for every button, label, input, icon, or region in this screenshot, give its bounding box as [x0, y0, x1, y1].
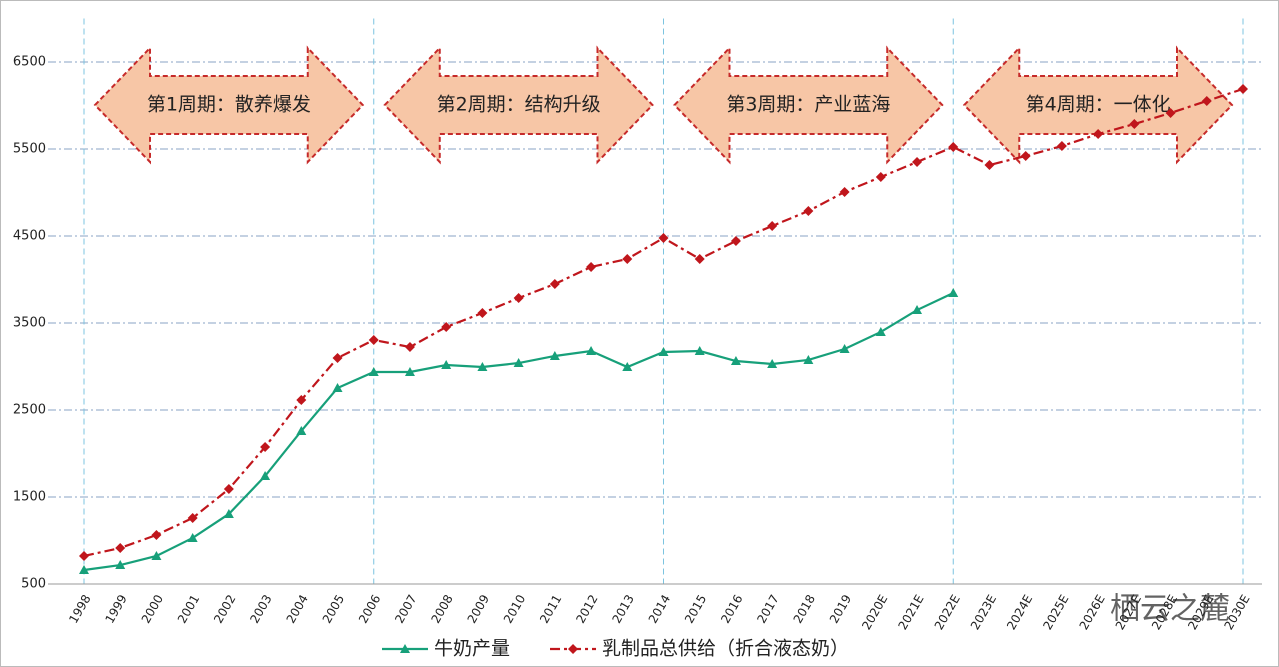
marker: [730, 235, 741, 246]
marker: [912, 156, 923, 167]
marker: [115, 560, 126, 570]
watermark: 栖云之麓: [1110, 592, 1230, 627]
marker: [151, 550, 162, 560]
marker: [767, 358, 778, 368]
marker: [1201, 95, 1212, 106]
marker: [839, 186, 850, 197]
period-arrow: [673, 45, 944, 165]
marker: [79, 550, 89, 561]
legend-marker: [400, 644, 410, 653]
marker: [839, 344, 850, 354]
marker: [79, 564, 89, 574]
marker: [549, 279, 560, 290]
marker: [1165, 107, 1176, 118]
marker: [694, 253, 705, 264]
marker: [1093, 129, 1104, 140]
marker: [513, 358, 524, 368]
marker: [767, 220, 778, 231]
marker: [694, 346, 705, 356]
marker: [586, 261, 597, 272]
period-label: 第2周期：结构升级: [437, 94, 601, 116]
marker: [549, 350, 560, 360]
marker: [296, 394, 307, 405]
period-label: 第4周期：一体化: [1026, 94, 1171, 116]
marker: [368, 366, 379, 376]
marker: [513, 293, 524, 304]
period-arrow: [93, 45, 365, 165]
marker: [260, 471, 271, 481]
marker: [332, 382, 343, 392]
marker: [912, 305, 923, 315]
marker: [586, 346, 597, 356]
marker: [404, 342, 415, 353]
marker: [477, 362, 488, 372]
y-tick-label: 2500: [13, 403, 46, 418]
marker: [223, 483, 234, 494]
y-tick-label: 3500: [13, 316, 46, 331]
marker: [658, 346, 669, 356]
legend-marker: [568, 644, 579, 654]
marker: [404, 366, 415, 376]
marker: [115, 542, 126, 553]
marker: [875, 326, 886, 336]
y-tick-label: 4500: [13, 229, 46, 244]
legend-label: 牛奶产量: [434, 638, 510, 660]
period-arrow: [962, 45, 1234, 165]
marker: [296, 425, 307, 435]
marker: [332, 352, 343, 363]
marker: [948, 287, 959, 297]
marker: [948, 141, 959, 152]
y-tick-label: 5500: [13, 142, 46, 157]
marker: [1238, 83, 1248, 94]
period-label: 第1周期：散养爆发: [147, 94, 311, 116]
y-tick-label: 1500: [13, 490, 46, 505]
marker: [151, 530, 162, 541]
y-tick-label: 500: [21, 577, 46, 592]
legend-label: 乳制品总供给（折合液态奶）: [602, 638, 849, 660]
marker: [187, 532, 198, 542]
marker: [875, 172, 886, 183]
marker: [223, 508, 234, 518]
marker: [260, 441, 271, 452]
period-label: 第3周期：产业蓝海: [726, 94, 890, 116]
marker: [803, 206, 814, 217]
marker: [622, 362, 633, 372]
marker: [730, 356, 741, 366]
marker: [368, 334, 379, 345]
period-arrow: [383, 45, 654, 165]
marker: [658, 233, 669, 244]
marker: [441, 360, 452, 370]
marker: [187, 512, 198, 523]
marker: [984, 160, 995, 171]
y-tick-label: 6500: [13, 55, 46, 70]
marker: [1020, 150, 1031, 161]
marker: [1056, 141, 1067, 152]
marker: [803, 354, 814, 364]
marker: [1129, 119, 1140, 130]
marker: [622, 253, 633, 264]
marker: [477, 307, 488, 318]
marker: [441, 322, 452, 333]
